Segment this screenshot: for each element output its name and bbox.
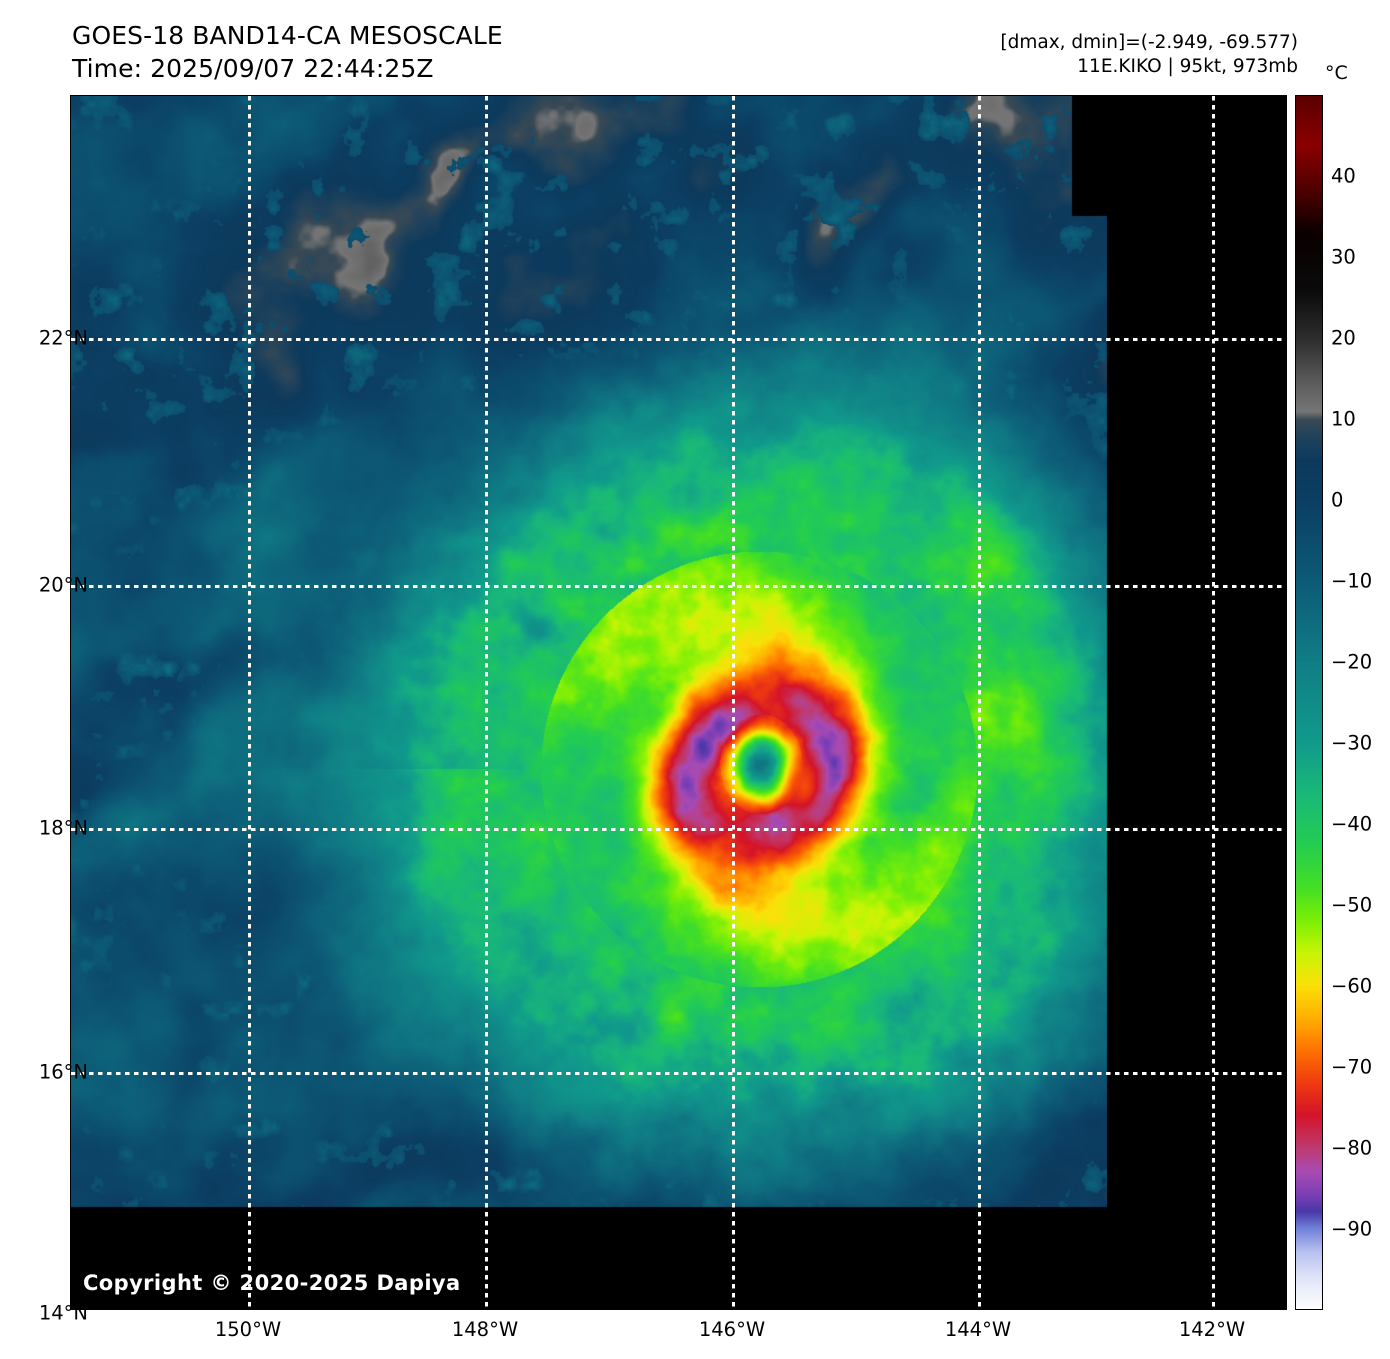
colorbar-tick-label: 40 bbox=[1331, 164, 1356, 188]
longitude-tick-label: 150°W bbox=[214, 1318, 282, 1341]
colorbar-tick-label: 10 bbox=[1331, 407, 1356, 431]
longitude-tick-label: 146°W bbox=[698, 1318, 766, 1341]
satellite-image-plot: Copyright © 2020-2025 Dapiya bbox=[70, 95, 1287, 1310]
longitude-tick-label: 144°W bbox=[944, 1318, 1012, 1341]
colorbar-tick-label: −30 bbox=[1331, 731, 1373, 755]
longitude-tick-label: 148°W bbox=[451, 1318, 519, 1341]
metadata-block: [dmax, dmin]=(-2.949, -69.577) 11E.KIKO … bbox=[1000, 31, 1298, 79]
colorbar-tick-label: −10 bbox=[1331, 569, 1373, 593]
title-block: GOES-18 BAND14-CA MESOSCALE Time: 2025/0… bbox=[72, 20, 503, 85]
colorbar-tick-label: −70 bbox=[1331, 1055, 1373, 1079]
colorbar-tick-label: 30 bbox=[1331, 245, 1356, 269]
latitude-tick-label: 16°N bbox=[38, 1060, 88, 1084]
latitude-tick-label: 18°N bbox=[38, 816, 88, 840]
colorbar-unit-label: °C bbox=[1325, 62, 1348, 84]
colorbar-tick-label: 20 bbox=[1331, 326, 1356, 350]
storm-info-label: 11E.KIKO | 95kt, 973mb bbox=[1077, 56, 1298, 78]
latitude-tick-label: 20°N bbox=[38, 573, 88, 597]
longitude-tick-label: 142°W bbox=[1178, 1318, 1246, 1341]
page-title: GOES-18 BAND14-CA MESOSCALE bbox=[72, 21, 503, 50]
colorbar-tick-label: −50 bbox=[1331, 893, 1373, 917]
colorbar-tick-label: −80 bbox=[1331, 1136, 1373, 1160]
gridline-vertical bbox=[1212, 96, 1215, 1309]
copyright-label: Copyright © 2020-2025 Dapiya bbox=[83, 1271, 461, 1295]
latitude-tick-label: 14°N bbox=[38, 1301, 88, 1325]
colorbar-tick-label: 0 bbox=[1331, 488, 1344, 512]
colorbar-tick-label: −60 bbox=[1331, 974, 1373, 998]
latitude-tick-label: 22°N bbox=[38, 326, 88, 350]
colorbar-gradient bbox=[1295, 95, 1323, 1310]
data-range-label: [dmax, dmin]=(-2.949, -69.577) bbox=[1000, 32, 1298, 53]
colorbar-tick-label: −90 bbox=[1331, 1217, 1373, 1241]
timestamp-label: Time: 2025/09/07 22:44:25Z bbox=[72, 53, 434, 83]
colorbar-tick-label: −40 bbox=[1331, 812, 1373, 836]
colorbar: 40 30 20 10 0 −10 −20 −30 −40 −50 −60 −70 −80 −90 bbox=[1295, 95, 1372, 1310]
colorbar-tick-label: −20 bbox=[1331, 650, 1373, 674]
satellite-imagery bbox=[71, 96, 1110, 1244]
